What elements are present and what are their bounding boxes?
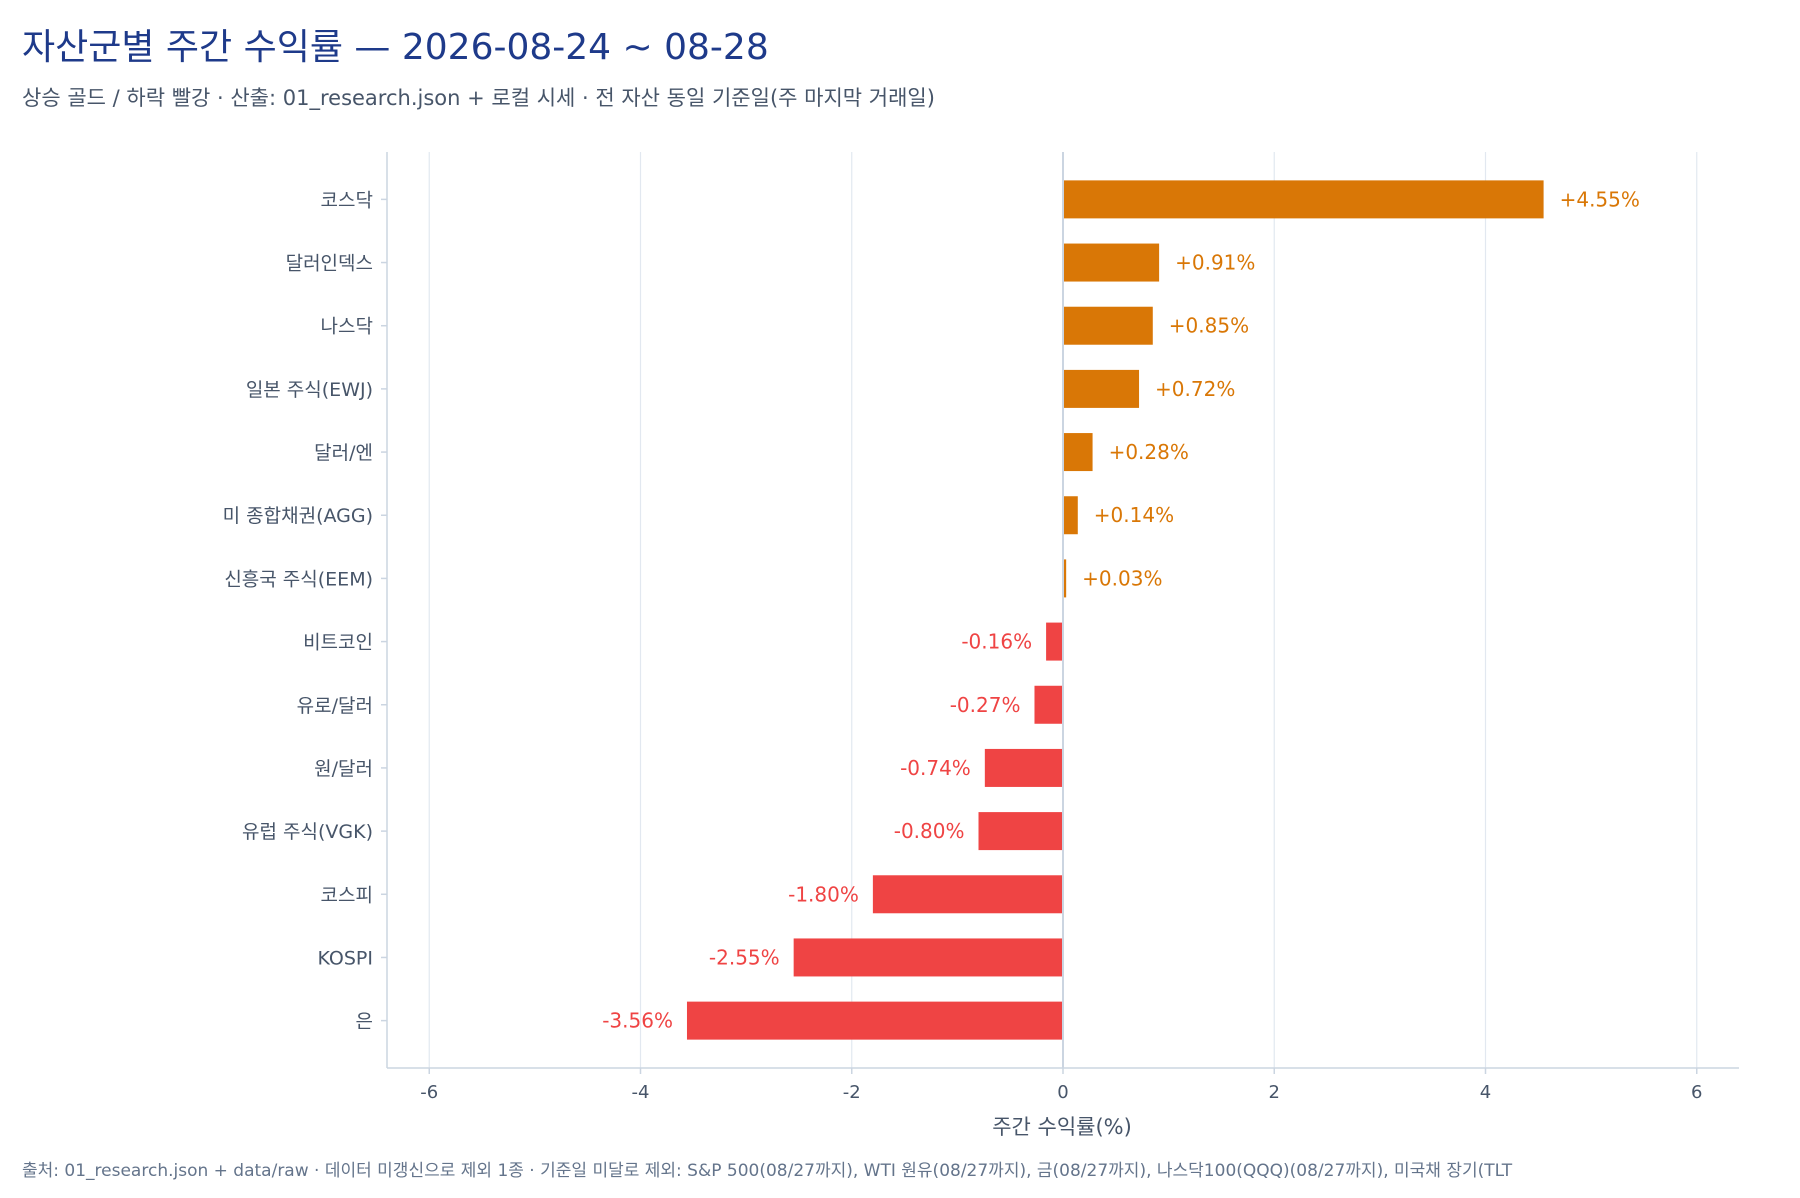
data-label: +4.55% <box>1560 187 1640 211</box>
data-label: -2.55% <box>709 945 780 969</box>
data-label: +0.03% <box>1082 566 1162 590</box>
data-label: -3.56% <box>602 1009 673 1033</box>
category-label: 코스닥 <box>321 189 373 211</box>
category-label: 은 <box>356 1011 373 1033</box>
data-label: -1.80% <box>788 882 859 906</box>
x-axis-title: 주간 수익률(%) <box>992 1115 1132 1139</box>
category-label: 유로/달러 <box>297 695 373 717</box>
data-label: +0.28% <box>1109 440 1189 464</box>
bar <box>1063 559 1067 598</box>
x-tick-label: 0 <box>1057 1082 1068 1103</box>
x-tick-label: -6 <box>420 1082 438 1103</box>
bar <box>793 938 1063 977</box>
category-label: 원/달러 <box>314 758 373 780</box>
x-tick-label: 2 <box>1269 1082 1280 1103</box>
category-label: 달러/엔 <box>314 442 373 464</box>
bar <box>686 1001 1063 1040</box>
data-label: +0.72% <box>1155 377 1235 401</box>
x-tick-label: -2 <box>843 1082 861 1103</box>
data-label: +0.91% <box>1175 251 1255 275</box>
category-label: 비트코인 <box>303 632 373 654</box>
x-tick-label: -4 <box>632 1082 650 1103</box>
category-label: 코스피 <box>321 884 373 906</box>
bar <box>1063 243 1160 282</box>
category-label: 일본 주식(EWJ) <box>246 379 373 401</box>
data-label: +0.85% <box>1169 314 1249 338</box>
category-label: 신흥국 주식(EEM) <box>224 568 373 590</box>
data-label: +0.14% <box>1094 503 1174 527</box>
bar <box>1063 306 1153 345</box>
chart-subtitle: 상승 골드 / 하락 빨강 · 산출: 01_research.json + 로… <box>22 86 935 110</box>
source-footnote: 출처: 01_research.json + data/raw · 데이터 미갱… <box>22 1161 1513 1181</box>
x-tick-label: 6 <box>1691 1082 1702 1103</box>
chart-title: 자산군별 주간 수익률 — 2026-08-24 ~ 08-28 <box>22 27 769 68</box>
bar <box>1063 369 1140 408</box>
category-label: 나스닥 <box>321 316 373 338</box>
bar <box>1063 496 1078 535</box>
x-tick-label: 4 <box>1480 1082 1491 1103</box>
category-label: KOSPI <box>318 947 374 969</box>
bar <box>984 748 1063 787</box>
grid-layer <box>428 152 1698 1068</box>
bar-layer: +4.55% +0.91% +0.85% +0.72% +0.28% +0.14% +0.0… <box>602 180 1640 1040</box>
data-label: -0.74% <box>900 756 971 780</box>
category-label: 유럽 주식(VGK) <box>242 821 373 843</box>
bar <box>1046 622 1063 661</box>
bar <box>978 812 1063 851</box>
bar <box>1063 180 1544 219</box>
category-label: 미 종합채권(AGG) <box>223 505 373 527</box>
data-label: -0.27% <box>950 693 1021 717</box>
category-label: 달러인덱스 <box>286 253 373 275</box>
bar <box>1034 685 1063 724</box>
bar <box>872 875 1063 914</box>
data-label: -0.16% <box>961 630 1032 654</box>
data-label: -0.80% <box>894 819 965 843</box>
bar <box>1063 433 1093 472</box>
